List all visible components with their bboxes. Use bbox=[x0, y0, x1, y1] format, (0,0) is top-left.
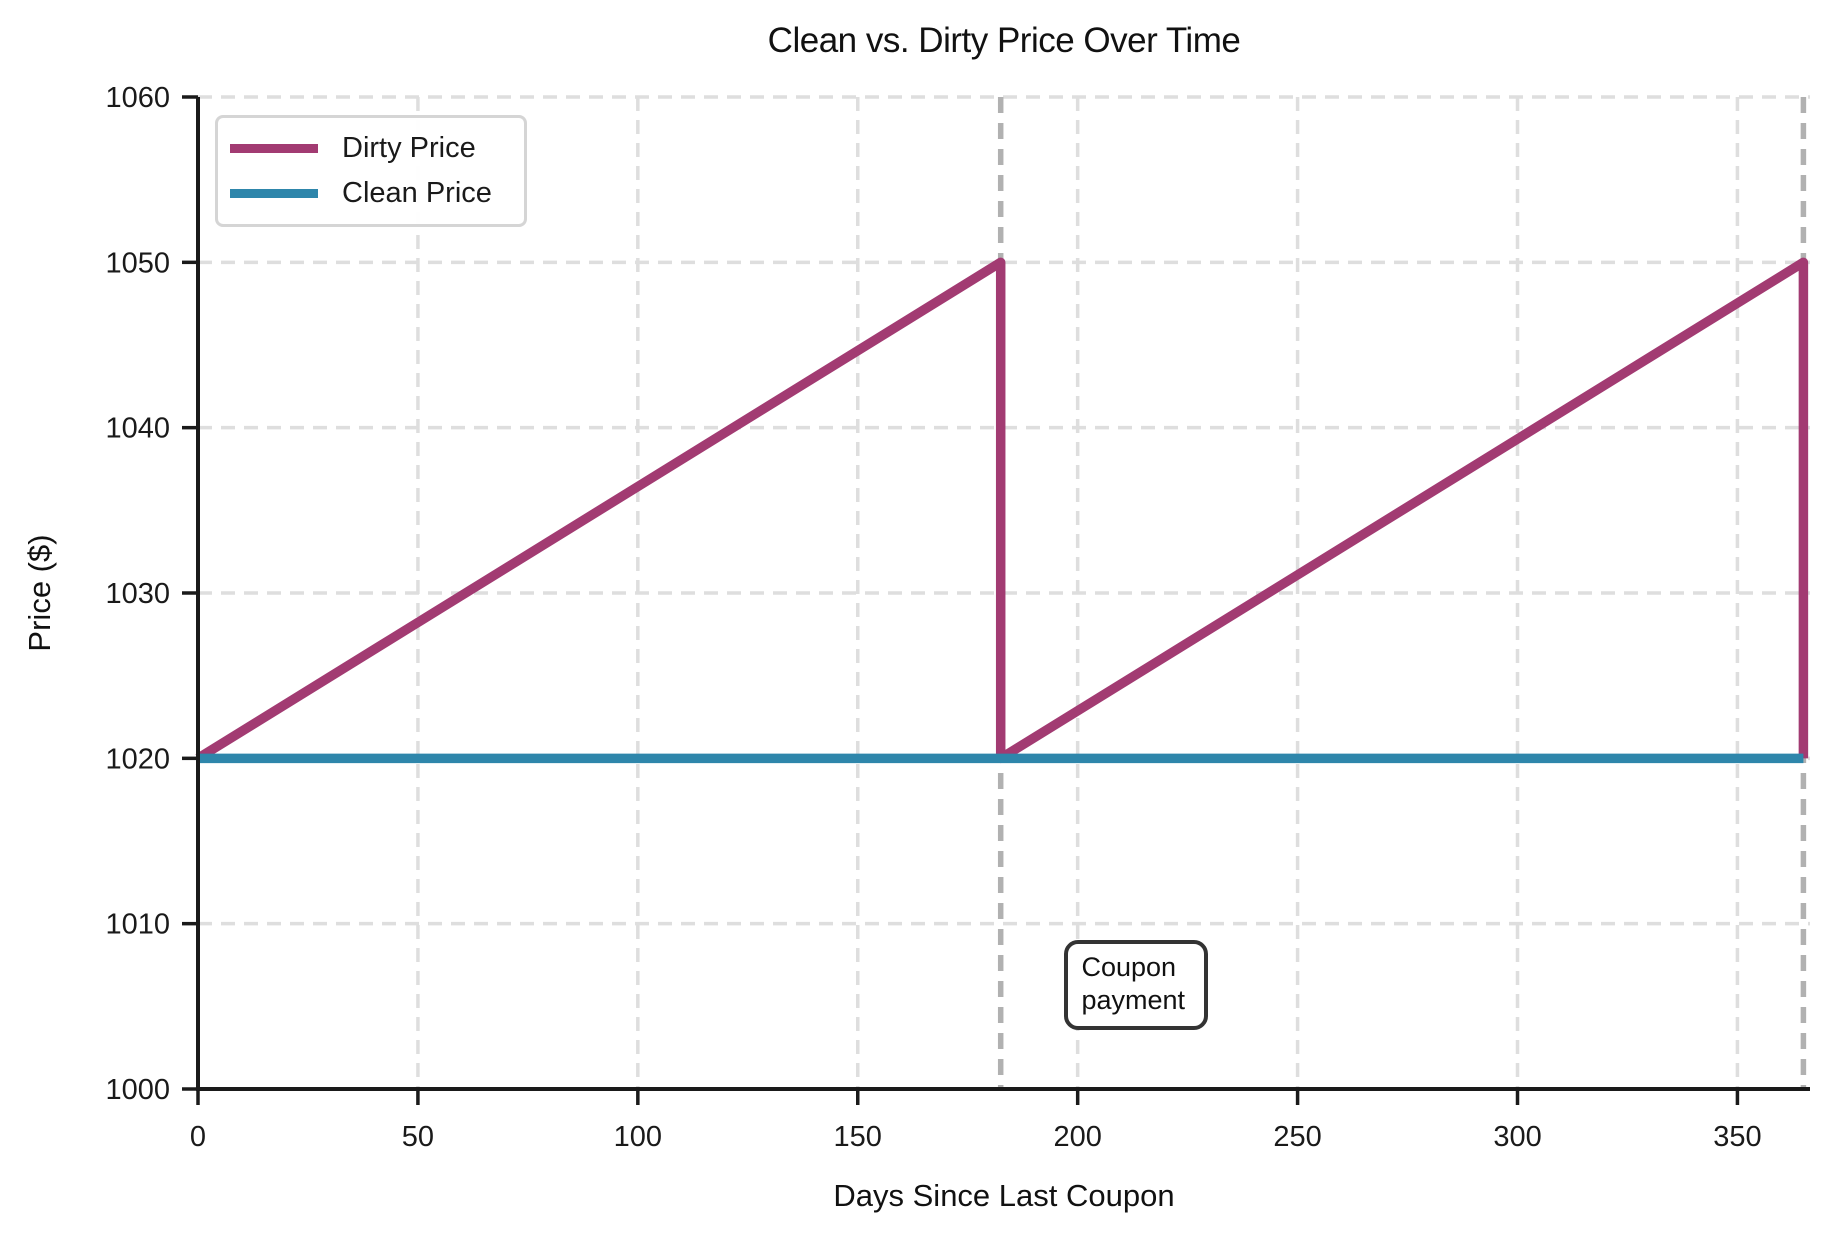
chart-title: Clean vs. Dirty Price Over Time bbox=[767, 21, 1241, 60]
dirty-price-line bbox=[195, 257, 1809, 764]
y-tick-label: 1030 bbox=[105, 578, 170, 610]
clean-price-line-swatch bbox=[230, 189, 318, 198]
x-tick-label: 50 bbox=[402, 1121, 434, 1153]
y-tick-label: 1060 bbox=[105, 82, 170, 114]
x-tick-label: 350 bbox=[1713, 1121, 1761, 1153]
y-tick-label: 1000 bbox=[105, 1074, 170, 1106]
x-tick-label: 0 bbox=[190, 1121, 206, 1153]
x-tick-label: 200 bbox=[1053, 1121, 1101, 1153]
x-tick-label: 150 bbox=[834, 1121, 882, 1153]
y-tick-label: 1040 bbox=[105, 413, 170, 445]
coupon-payment-annotation: Coupon payment bbox=[1064, 940, 1209, 1031]
y-tick-label: 1010 bbox=[105, 909, 170, 941]
x-axis-label: Days Since Last Coupon bbox=[833, 1178, 1175, 1213]
x-tick-label: 100 bbox=[614, 1121, 662, 1153]
legend-label-dirty-price: Dirty Price bbox=[342, 132, 476, 164]
legend-label-clean-price: Clean Price bbox=[342, 177, 492, 209]
y-tick-label: 1020 bbox=[105, 743, 170, 775]
legend-item-clean-price: Clean Price bbox=[230, 177, 524, 210]
x-tick-label: 300 bbox=[1493, 1121, 1541, 1153]
x-tick-label: 250 bbox=[1273, 1121, 1321, 1153]
y-axis-label: Price ($) bbox=[22, 534, 57, 652]
legend: Dirty Price Clean Price bbox=[215, 115, 527, 227]
dirty-price-line-swatch bbox=[230, 144, 318, 153]
legend-item-dirty-price: Dirty Price bbox=[230, 132, 524, 165]
y-tick-label: 1050 bbox=[105, 247, 170, 279]
